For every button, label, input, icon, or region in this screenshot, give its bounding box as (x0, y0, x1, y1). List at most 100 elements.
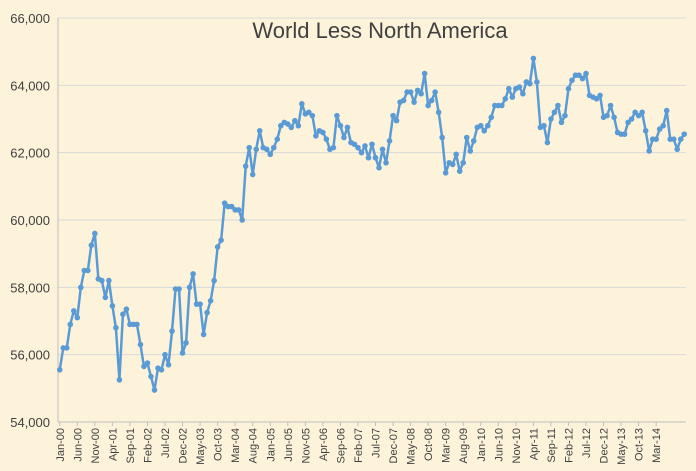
data-point (63, 345, 70, 351)
x-tick-label: Mar-14 (651, 428, 663, 463)
data-point (379, 146, 386, 153)
data-point (604, 112, 610, 119)
data-point (607, 102, 614, 109)
data-point (376, 165, 382, 171)
data-point (653, 136, 659, 142)
data-point (527, 80, 533, 87)
data-point (386, 138, 393, 144)
data-point (211, 277, 217, 284)
x-tick-label: Mar-09 (441, 428, 453, 463)
data-point (674, 146, 681, 153)
data-point (632, 109, 638, 116)
data-point (432, 89, 438, 95)
gridlines (58, 17, 686, 423)
data-point (67, 321, 74, 328)
data-point (249, 171, 256, 178)
data-point (74, 314, 81, 321)
data-point (270, 144, 277, 151)
data-point (200, 331, 207, 338)
data-point (453, 151, 460, 158)
chart-title: World Less North America (252, 18, 508, 43)
y-tick-label: 54,000 (10, 415, 50, 430)
data-point (355, 144, 361, 151)
x-tick-label: Jan-00 (55, 428, 67, 462)
data-point (56, 367, 63, 373)
data-point (295, 122, 302, 129)
data-point (558, 119, 565, 126)
x-tick-label: Jan-05 (265, 428, 277, 462)
x-tick-label: Mar-04 (230, 428, 242, 463)
x-tick-label: Jan-10 (476, 428, 488, 462)
data-point (506, 85, 512, 92)
data-point (555, 102, 561, 109)
data-point (214, 244, 221, 250)
data-point (428, 97, 435, 104)
data-point (477, 122, 484, 129)
data-point (113, 324, 119, 331)
data-point (463, 134, 470, 141)
data-point (502, 96, 509, 102)
data-point (123, 306, 130, 313)
data-point (179, 350, 186, 356)
data-point (439, 134, 445, 141)
data-point (681, 131, 688, 137)
data-point (323, 136, 330, 142)
data-point (425, 102, 431, 109)
data-point (183, 340, 189, 346)
data-point (337, 122, 344, 129)
data-point (414, 87, 421, 94)
data-point (88, 242, 95, 249)
data-point (70, 308, 77, 314)
data-point (358, 149, 365, 156)
data-point (576, 72, 582, 79)
x-tick-label: Oct-13 (634, 428, 646, 461)
data-point (144, 360, 151, 366)
data-point (221, 200, 228, 206)
data-point (565, 85, 572, 92)
data-point (207, 298, 214, 304)
data-point (369, 141, 375, 148)
x-tick-label: Dec-12 (599, 428, 611, 463)
data-point (365, 154, 372, 161)
data-point (670, 136, 677, 142)
data-point (218, 237, 224, 243)
data-point (284, 121, 291, 127)
data-point (569, 77, 575, 84)
data-point (102, 294, 109, 301)
x-tick-label: Jul-02 (160, 428, 172, 458)
data-point (520, 90, 526, 97)
data-point (488, 114, 495, 121)
data-point (467, 148, 474, 154)
x-tick-label: Sep-11 (546, 428, 558, 463)
data-point (597, 92, 603, 99)
data-point (621, 131, 628, 137)
x-tick-label: Feb-07 (353, 428, 365, 463)
data-point (411, 99, 417, 105)
data-point (656, 126, 663, 132)
x-tick-label: Feb-02 (142, 428, 154, 463)
data-point (481, 127, 488, 134)
x-tick-label: Nov-05 (300, 428, 312, 463)
data-point (292, 117, 298, 124)
data-point (235, 207, 242, 213)
data-point (158, 367, 165, 373)
data-point (435, 109, 442, 116)
data-point (663, 107, 670, 114)
x-tick-label: May-03 (195, 428, 207, 465)
x-tick-label: Apr-01 (107, 428, 119, 461)
data-point (509, 94, 516, 100)
series-line (58, 57, 686, 392)
data-point (228, 203, 235, 210)
data-point (418, 90, 424, 97)
data-point (499, 102, 505, 109)
x-tick-label: Aug-09 (458, 428, 470, 463)
data-point (151, 387, 158, 393)
data-point (677, 136, 684, 142)
data-point (628, 116, 635, 122)
data-point (256, 127, 263, 134)
y-tick-label: 56,000 (10, 348, 50, 363)
data-point (579, 75, 586, 82)
data-point (330, 144, 337, 151)
y-tick-label: 60,000 (10, 213, 50, 228)
data-point (407, 89, 414, 95)
